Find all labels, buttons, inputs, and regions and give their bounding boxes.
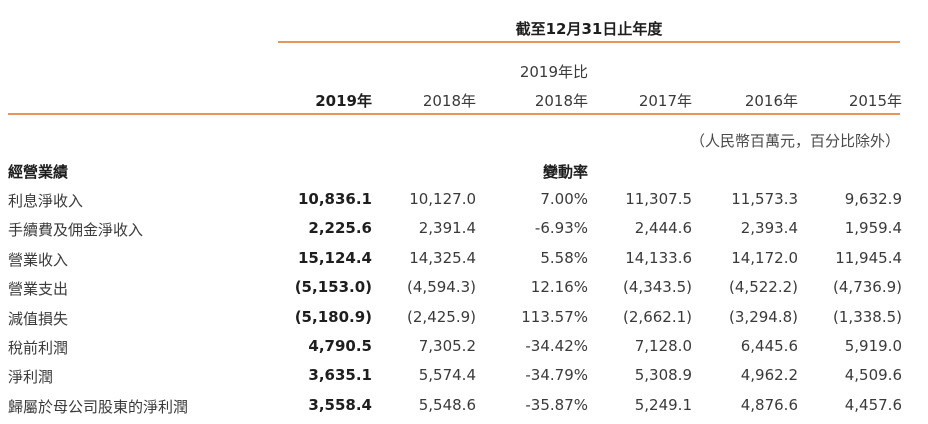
period-header-rule xyxy=(278,41,900,43)
cell-2016: 11,573.3 xyxy=(731,190,798,208)
cell-2015: (4,736.9) xyxy=(833,278,902,296)
row-label: 手續費及佣金淨收入 xyxy=(8,221,144,239)
cell-2018: 7,305.2 xyxy=(418,337,476,355)
row-label: 淨利潤 xyxy=(8,368,54,386)
cell-change: -6.93% xyxy=(534,219,588,237)
cell-2016: 4,876.6 xyxy=(740,396,798,414)
row-label: 減值損失 xyxy=(8,310,69,328)
row-label: 利息淨收入 xyxy=(8,192,84,210)
column-header-2017: 2017年 xyxy=(638,92,692,110)
cell-2019: 10,836.1 xyxy=(297,190,372,208)
column-header-rule xyxy=(8,113,900,115)
compare-column-header-top: 2019年比 xyxy=(519,63,588,81)
cell-2015: 1,959.4 xyxy=(844,219,902,237)
cell-change: -34.79% xyxy=(525,366,588,384)
change-rate-label: 變動率 xyxy=(542,163,588,181)
cell-2019: 3,635.1 xyxy=(308,366,372,384)
cell-2017: 5,308.9 xyxy=(634,366,692,384)
cell-2016: 6,445.6 xyxy=(740,337,798,355)
cell-2015: 4,457.6 xyxy=(844,396,902,414)
cell-change: -35.87% xyxy=(525,396,588,414)
cell-2015: (1,338.5) xyxy=(833,308,902,326)
cell-2015: 11,945.4 xyxy=(835,249,902,267)
cell-2019: 15,124.4 xyxy=(297,249,372,267)
cell-2018: 5,548.6 xyxy=(418,396,476,414)
unit-note: （人民幣百萬元，百分比除外） xyxy=(689,132,900,150)
column-header-2015: 2015年 xyxy=(848,92,902,110)
section-title: 經營業績 xyxy=(8,163,69,181)
column-header-compare: 2018年 xyxy=(534,92,588,110)
cell-2017: 7,128.0 xyxy=(634,337,692,355)
cell-2017: 11,307.5 xyxy=(625,190,692,208)
column-header-2016: 2016年 xyxy=(744,92,798,110)
cell-2017: (2,662.1) xyxy=(623,308,692,326)
cell-2016: 14,172.0 xyxy=(731,249,798,267)
cell-2015: 5,919.0 xyxy=(844,337,902,355)
column-header-2018: 2018年 xyxy=(422,92,476,110)
cell-change: 5.58% xyxy=(540,249,588,267)
cell-2019: 3,558.4 xyxy=(308,396,372,414)
cell-2018: 10,127.0 xyxy=(409,190,476,208)
cell-2016: (4,522.2) xyxy=(729,278,798,296)
cell-2019: 4,790.5 xyxy=(308,337,372,355)
cell-change: 7.00% xyxy=(540,190,588,208)
row-label: 歸屬於母公司股東的淨利潤 xyxy=(8,398,189,416)
cell-2018: (2,425.9) xyxy=(407,308,476,326)
cell-change: -34.42% xyxy=(525,337,588,355)
cell-2017: 5,249.1 xyxy=(634,396,692,414)
row-label: 營業支出 xyxy=(8,280,69,298)
cell-2018: 14,325.4 xyxy=(409,249,476,267)
cell-2015: 9,632.9 xyxy=(844,190,902,208)
cell-2019: 2,225.6 xyxy=(308,219,372,237)
cell-2019: (5,153.0) xyxy=(294,278,372,296)
column-header-2019: 2019年 xyxy=(315,92,372,110)
cell-change: 113.57% xyxy=(521,308,588,326)
cell-2018: 5,574.4 xyxy=(418,366,476,384)
period-header: 截至12月31日止年度 xyxy=(515,20,663,38)
cell-2016: 2,393.4 xyxy=(740,219,798,237)
cell-2018: (4,594.3) xyxy=(407,278,476,296)
cell-2018: 2,391.4 xyxy=(418,219,476,237)
cell-2015: 4,509.6 xyxy=(844,366,902,384)
cell-2016: 4,962.2 xyxy=(740,366,798,384)
cell-2016: (3,294.8) xyxy=(729,308,798,326)
row-label: 稅前利潤 xyxy=(8,339,69,357)
cell-change: 12.16% xyxy=(530,278,588,296)
cell-2017: (4,343.5) xyxy=(623,278,692,296)
cell-2019: (5,180.9) xyxy=(294,308,372,326)
cell-2017: 14,133.6 xyxy=(625,249,692,267)
cell-2017: 2,444.6 xyxy=(634,219,692,237)
row-label: 營業收入 xyxy=(8,251,69,269)
